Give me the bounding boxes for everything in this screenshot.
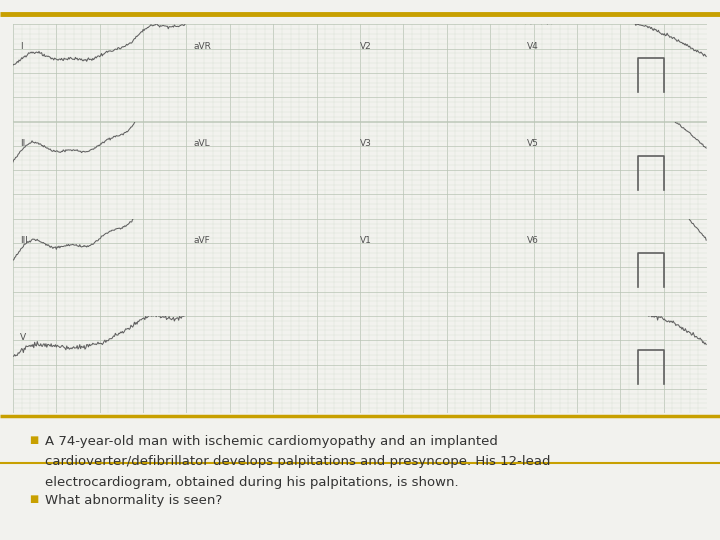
Text: V3: V3 (360, 139, 372, 148)
Text: electrocardiogram, obtained during his palpitations, is shown.: electrocardiogram, obtained during his p… (45, 476, 458, 489)
Text: What abnormality is seen?: What abnormality is seen? (45, 494, 222, 507)
Text: V5: V5 (526, 139, 539, 148)
Text: V1: V1 (360, 236, 372, 245)
Text: V6: V6 (526, 236, 539, 245)
Text: III: III (20, 236, 28, 245)
Text: ■: ■ (29, 435, 38, 445)
Text: ■: ■ (29, 494, 38, 504)
Text: V: V (20, 333, 26, 342)
Text: aVF: aVF (194, 236, 210, 245)
Text: cardioverter/defibrillator develops palpitations and presyncope. His 12-lead: cardioverter/defibrillator develops palp… (45, 455, 550, 468)
Text: I: I (20, 42, 22, 51)
Text: aVL: aVL (194, 139, 210, 148)
Text: A 74-year-old man with ischemic cardiomyopathy and an implanted: A 74-year-old man with ischemic cardiomy… (45, 435, 498, 448)
Text: II: II (20, 139, 25, 148)
Text: aVR: aVR (194, 42, 211, 51)
Text: V2: V2 (360, 42, 372, 51)
Text: V4: V4 (526, 42, 539, 51)
